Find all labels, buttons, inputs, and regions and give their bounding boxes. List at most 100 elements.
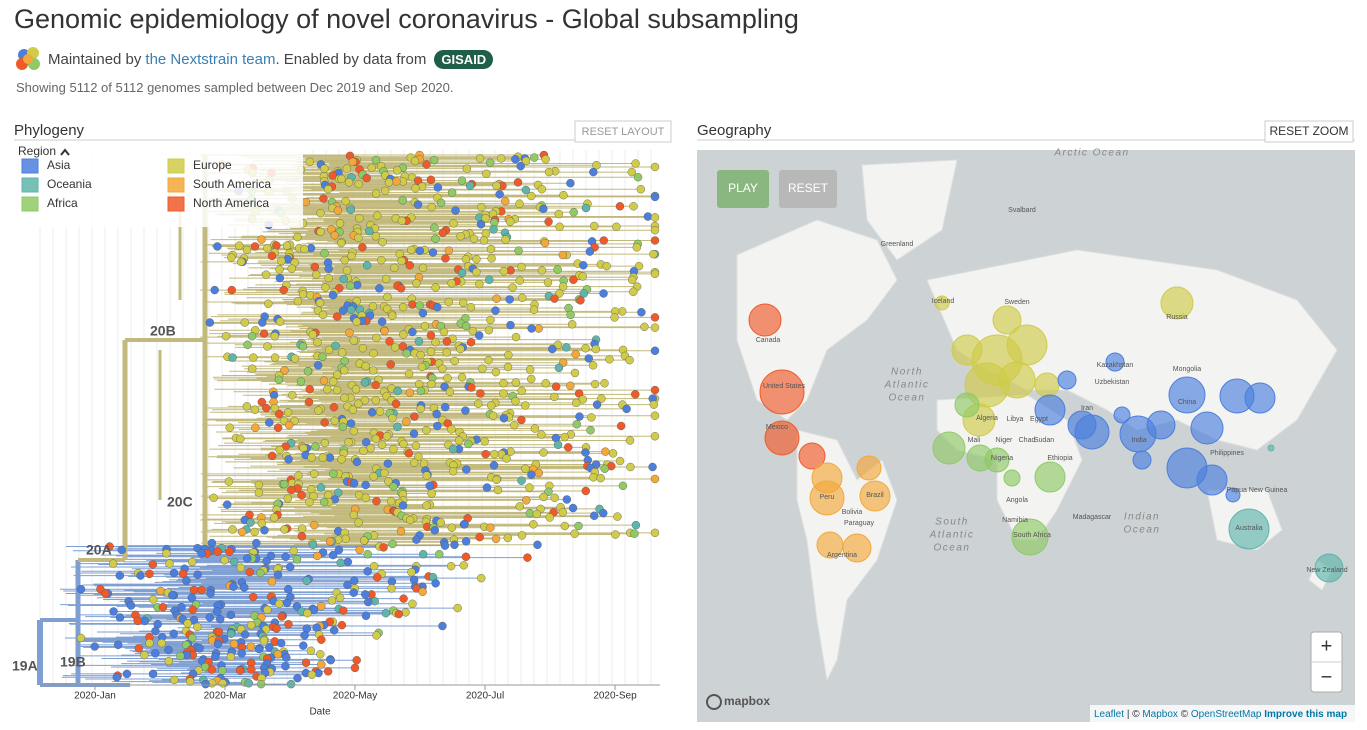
tip[interactable] <box>346 281 355 290</box>
tip[interactable] <box>108 559 118 568</box>
team-link[interactable]: the Nextstrain team <box>145 50 276 68</box>
tip[interactable] <box>226 629 236 638</box>
tip[interactable] <box>588 361 598 370</box>
tip[interactable] <box>438 621 447 631</box>
tip[interactable] <box>317 602 326 611</box>
tip[interactable] <box>616 421 626 431</box>
tip[interactable] <box>405 388 415 397</box>
tip[interactable] <box>380 186 390 196</box>
tip[interactable] <box>491 534 501 544</box>
tip[interactable] <box>574 521 583 531</box>
tip[interactable] <box>408 599 417 608</box>
tip[interactable] <box>338 306 348 315</box>
tip[interactable] <box>450 356 459 366</box>
tip[interactable] <box>566 179 575 188</box>
tip[interactable] <box>499 267 508 276</box>
tip[interactable] <box>242 245 252 255</box>
tip[interactable] <box>331 341 340 350</box>
legend-swatch[interactable] <box>167 196 185 212</box>
tip[interactable] <box>320 438 330 448</box>
tip[interactable] <box>578 395 587 404</box>
tip[interactable] <box>461 406 470 415</box>
tip[interactable] <box>469 234 479 243</box>
tip[interactable] <box>431 283 440 292</box>
tip[interactable] <box>316 227 325 237</box>
tip[interactable] <box>316 483 326 492</box>
tip[interactable] <box>337 620 347 630</box>
tip[interactable] <box>414 452 423 461</box>
tip[interactable] <box>207 665 216 674</box>
tip[interactable] <box>321 283 330 292</box>
tip[interactable] <box>650 411 660 420</box>
tip[interactable] <box>228 525 237 534</box>
tip[interactable] <box>422 471 431 480</box>
tip[interactable] <box>522 496 531 505</box>
tip[interactable] <box>327 596 337 605</box>
region-circle[interactable] <box>1057 370 1077 390</box>
tip[interactable] <box>367 163 376 173</box>
tip[interactable] <box>602 261 611 271</box>
tip[interactable] <box>412 535 421 544</box>
tip[interactable] <box>650 213 660 222</box>
tip[interactable] <box>182 576 191 585</box>
tip[interactable] <box>350 576 359 585</box>
tip[interactable] <box>140 650 149 660</box>
tip[interactable] <box>354 179 363 189</box>
tip[interactable] <box>151 626 160 636</box>
tip[interactable] <box>589 167 598 177</box>
tip[interactable] <box>601 447 610 456</box>
tip[interactable] <box>517 262 526 272</box>
tip[interactable] <box>441 254 450 263</box>
region-circle[interactable] <box>1196 464 1228 496</box>
tip[interactable] <box>309 491 318 501</box>
tip[interactable] <box>510 420 519 430</box>
tip[interactable] <box>518 293 527 302</box>
tip[interactable] <box>284 620 293 629</box>
tip[interactable] <box>140 616 149 626</box>
region-circle[interactable] <box>1105 352 1125 372</box>
tip[interactable] <box>334 488 343 497</box>
tip[interactable] <box>570 529 579 538</box>
tip[interactable] <box>388 539 397 549</box>
tip[interactable] <box>197 549 206 558</box>
region-circle[interactable] <box>1244 382 1276 414</box>
tip[interactable] <box>352 317 361 326</box>
tip[interactable] <box>511 332 521 342</box>
tip[interactable] <box>454 436 464 445</box>
tip[interactable] <box>511 396 520 406</box>
tip[interactable] <box>443 373 452 383</box>
tip[interactable] <box>359 536 369 545</box>
tip[interactable] <box>420 321 430 331</box>
tip[interactable] <box>586 426 595 435</box>
tip[interactable] <box>348 405 358 414</box>
tip[interactable] <box>545 513 554 522</box>
tip[interactable] <box>554 363 564 373</box>
tip[interactable] <box>431 338 440 347</box>
tip[interactable] <box>560 521 570 531</box>
tip[interactable] <box>377 255 386 265</box>
tip[interactable] <box>517 531 527 540</box>
tip[interactable] <box>491 306 500 315</box>
tip[interactable] <box>115 571 125 580</box>
tip[interactable] <box>599 508 608 518</box>
tip[interactable] <box>298 342 308 351</box>
tip[interactable] <box>156 586 165 596</box>
tip[interactable] <box>329 469 338 479</box>
tip[interactable] <box>342 266 352 275</box>
tip[interactable] <box>170 675 179 685</box>
region-circle[interactable] <box>1003 469 1021 487</box>
tip[interactable] <box>305 497 314 507</box>
region-circle[interactable] <box>1113 406 1131 424</box>
tip[interactable] <box>505 295 514 304</box>
tip[interactable] <box>636 184 646 194</box>
tip[interactable] <box>314 406 323 415</box>
tip[interactable] <box>484 355 493 365</box>
tip[interactable] <box>632 243 642 252</box>
tip[interactable] <box>467 383 476 392</box>
tip[interactable] <box>338 348 347 357</box>
tip[interactable] <box>481 214 490 223</box>
region-circle[interactable] <box>934 295 950 311</box>
tip[interactable] <box>608 449 618 458</box>
attribution-part[interactable]: Improve this map <box>1264 709 1347 720</box>
tip[interactable] <box>337 174 346 184</box>
